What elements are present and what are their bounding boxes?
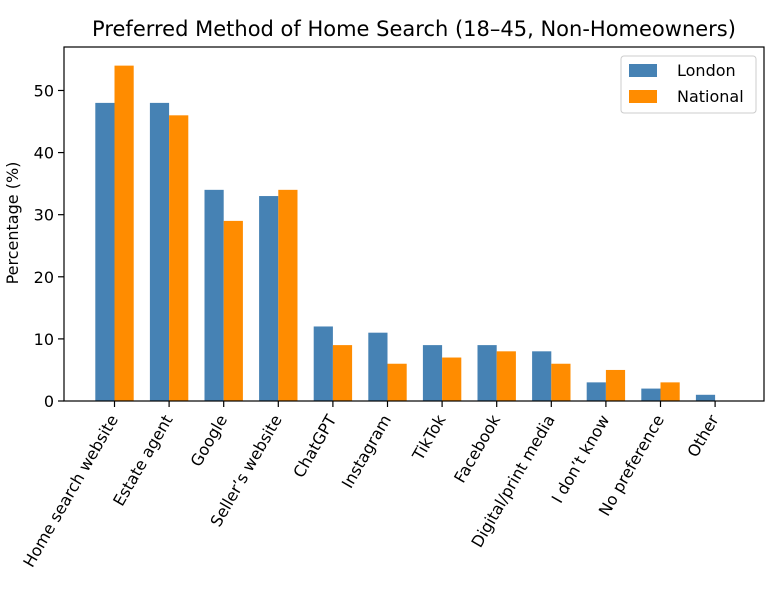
x-tick-label: Google xyxy=(186,412,231,470)
bar-national-3 xyxy=(278,189,298,401)
chart-title: Preferred Method of Home Search (18–45, … xyxy=(92,17,736,41)
plot-frame xyxy=(63,46,765,402)
x-tick-label: TikTok xyxy=(408,411,450,465)
x-tick-label: Home search website xyxy=(19,412,122,571)
bar-london-9 xyxy=(586,382,606,401)
legend-label-london: London xyxy=(677,61,736,80)
bar-london-8 xyxy=(532,351,552,401)
bar-london-10 xyxy=(641,388,661,401)
bar-national-4 xyxy=(332,345,353,401)
bar-national-1 xyxy=(169,115,189,401)
legend-swatch-national xyxy=(629,90,657,103)
bar-london-3 xyxy=(259,196,279,401)
legend-swatch-london xyxy=(629,64,657,77)
bar-london-11 xyxy=(695,394,716,401)
bar-national-5 xyxy=(387,363,407,401)
x-tick-label: Facebook xyxy=(450,411,504,486)
y-tick-label: 20 xyxy=(34,268,54,287)
legend-label-national: National xyxy=(677,87,744,106)
bar-london-1 xyxy=(149,102,170,401)
y-tick-label: 0 xyxy=(44,392,54,411)
bar-national-7 xyxy=(496,351,516,401)
bar-london-6 xyxy=(422,345,443,401)
bar-national-6 xyxy=(442,357,462,401)
bar-london-5 xyxy=(368,332,388,401)
x-tick-label: Other xyxy=(683,411,722,460)
bar-national-2 xyxy=(223,220,243,401)
x-tick-label: Estate agent xyxy=(109,412,176,510)
bar-national-10 xyxy=(660,382,680,401)
y-tick-label: 30 xyxy=(34,206,54,225)
x-tick-label: ChatGPT xyxy=(289,411,340,481)
x-tick-label: Instagram xyxy=(338,412,395,492)
bar-london-0 xyxy=(95,102,115,401)
bar-national-0 xyxy=(114,65,134,401)
bar-london-2 xyxy=(204,189,224,401)
legend: London National xyxy=(620,55,757,114)
y-tick-label: 40 xyxy=(34,144,54,163)
bar-london-7 xyxy=(477,345,497,401)
bars-group xyxy=(95,65,716,401)
y-tick-label: 10 xyxy=(34,330,54,349)
x-tick-label: I don’t know xyxy=(548,412,614,507)
bar-national-9 xyxy=(605,369,626,401)
y-axis-label: Percentage (%) xyxy=(3,162,22,285)
y-tick-label: 50 xyxy=(34,81,54,100)
bar-london-4 xyxy=(313,326,333,401)
bar-national-8 xyxy=(551,363,571,401)
